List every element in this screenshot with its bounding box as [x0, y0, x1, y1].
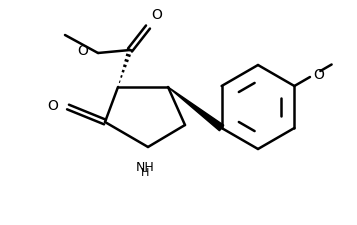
Text: O: O	[151, 8, 162, 22]
Text: H: H	[141, 168, 149, 178]
Text: O: O	[313, 68, 324, 82]
Polygon shape	[168, 87, 224, 131]
Text: O: O	[47, 99, 58, 113]
Text: O: O	[77, 44, 88, 58]
Text: NH: NH	[136, 161, 154, 174]
